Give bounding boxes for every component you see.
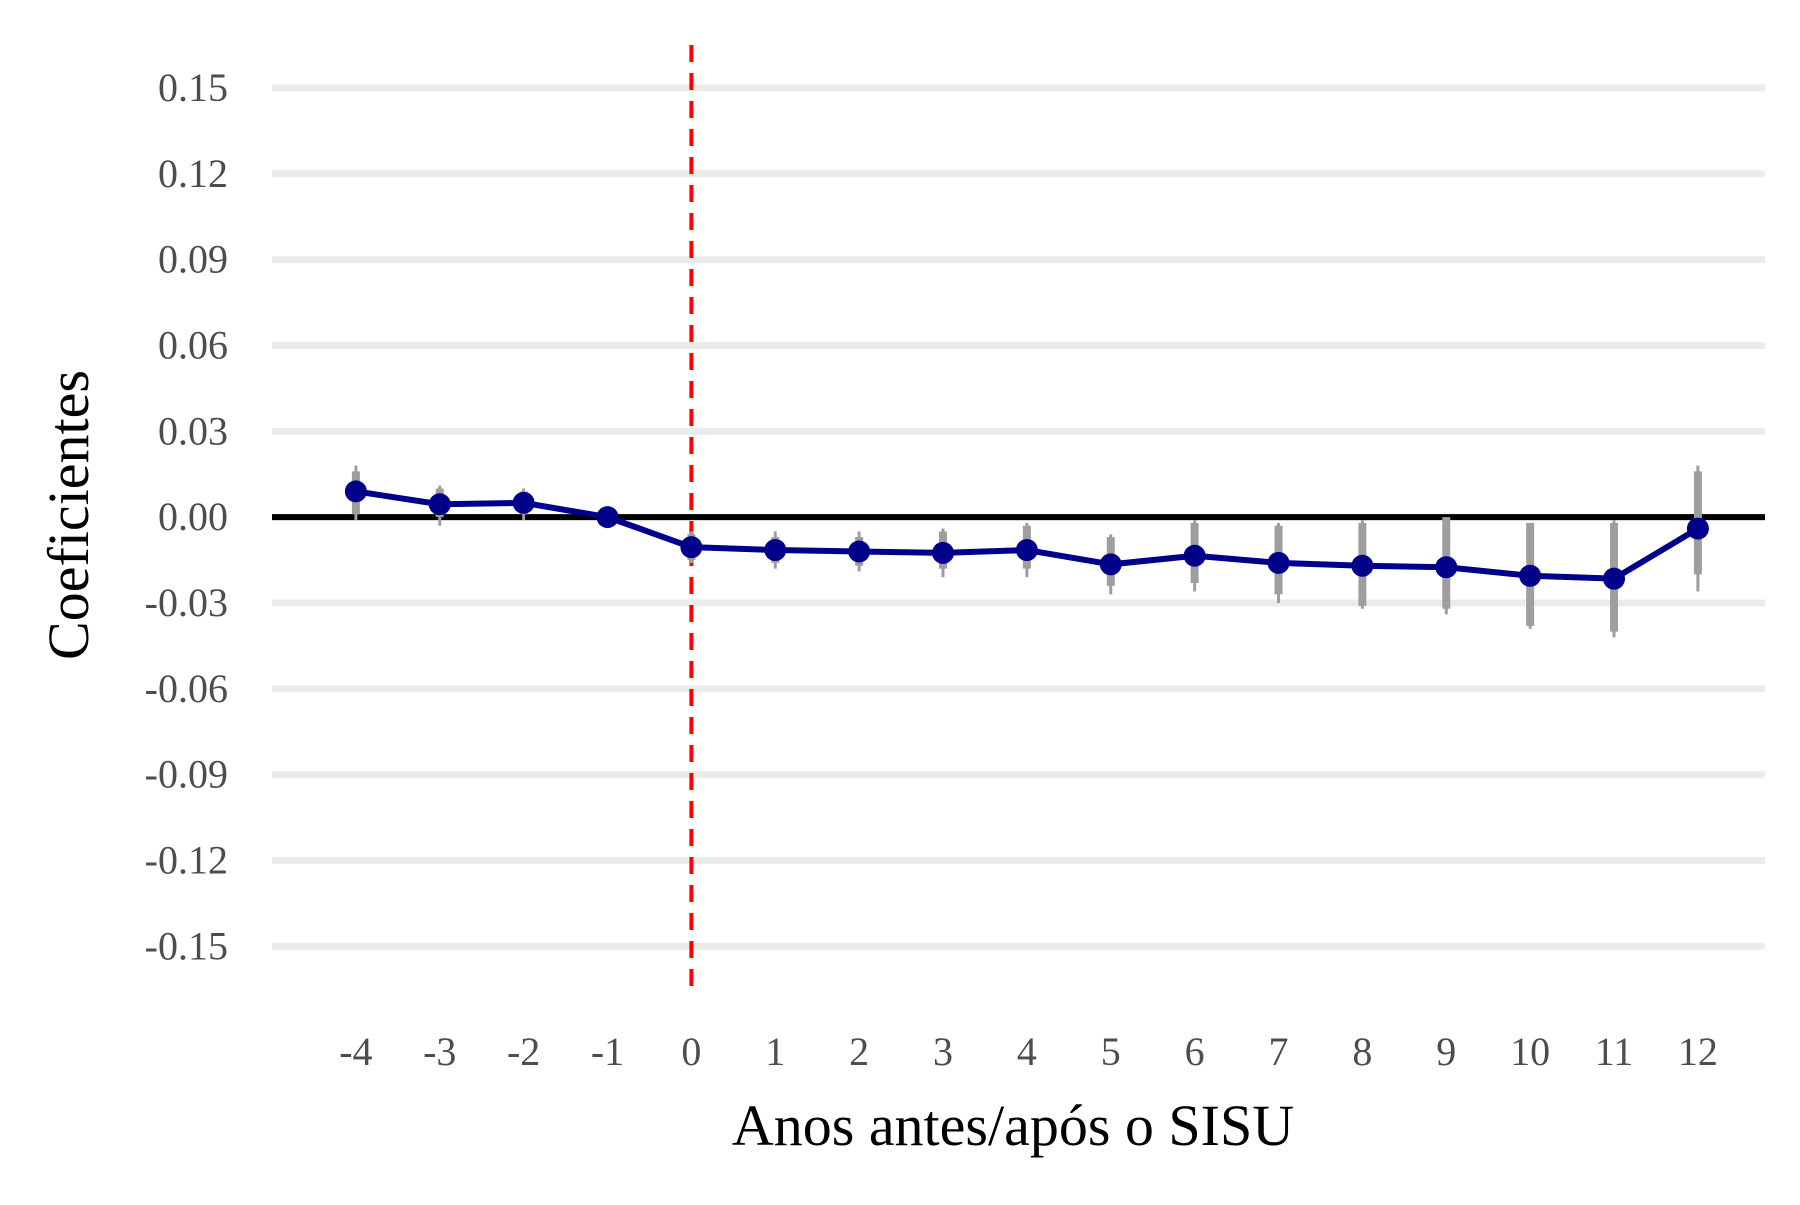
data-point <box>680 536 703 559</box>
y-tick-label: -0.12 <box>145 838 228 883</box>
y-axis-title: Coeficientes <box>36 370 101 660</box>
x-tick-label: -3 <box>423 1029 456 1074</box>
data-point <box>512 491 535 514</box>
x-tick-label: 1 <box>765 1029 785 1074</box>
y-axis-ticks: 0.15 0.12 0.09 0.06 0.03 0.00 -0.03 -0.06 -0.09 -… <box>145 65 228 968</box>
x-tick-label: 9 <box>1436 1029 1456 1074</box>
x-tick-label: -2 <box>507 1029 540 1074</box>
data-point <box>1183 544 1206 567</box>
x-tick-label: 7 <box>1269 1029 1289 1074</box>
y-tick-label: -0.09 <box>145 752 228 797</box>
data-point <box>764 539 787 562</box>
data-point <box>1686 517 1709 540</box>
x-tick-label: 0 <box>681 1029 701 1074</box>
y-tick-label: 0.00 <box>158 494 228 539</box>
x-tick-label: 5 <box>1101 1029 1121 1074</box>
data-point <box>1099 553 1122 576</box>
x-tick-label: 3 <box>933 1029 953 1074</box>
x-axis-title: Anos antes/após o SISU <box>732 1093 1294 1158</box>
reference-lines <box>272 45 1765 995</box>
y-tick-label: 0.06 <box>158 322 228 367</box>
x-tick-label: 12 <box>1678 1029 1718 1074</box>
x-tick-label: 4 <box>1017 1029 1037 1074</box>
x-tick-label: 8 <box>1352 1029 1372 1074</box>
data-point <box>932 541 955 564</box>
data-point <box>596 506 619 529</box>
data-point <box>1603 567 1626 590</box>
x-tick-label: -1 <box>591 1029 624 1074</box>
x-axis-ticks: -4 -3 -2 -1 0 1 2 3 4 5 6 7 8 9 10 11 12 <box>339 1029 1718 1074</box>
y-tick-label: 0.12 <box>158 151 228 196</box>
x-tick-label: 11 <box>1595 1029 1634 1074</box>
y-tick-label: 0.03 <box>158 408 228 453</box>
y-tick-label: 0.09 <box>158 237 228 282</box>
data-point <box>1435 556 1458 579</box>
y-tick-label: 0.15 <box>158 65 228 110</box>
x-tick-label: 6 <box>1185 1029 1205 1074</box>
data-point <box>1267 551 1290 574</box>
y-tick-label: -0.15 <box>145 923 228 968</box>
x-tick-label: 2 <box>849 1029 869 1074</box>
data-point <box>1351 554 1374 577</box>
data-point <box>1015 539 1038 562</box>
data-point <box>344 480 367 503</box>
x-tick-label: -4 <box>339 1029 372 1074</box>
data-point <box>428 493 451 516</box>
coefficient-series <box>344 480 1709 590</box>
y-tick-label: -0.06 <box>145 666 228 711</box>
x-tick-label: 10 <box>1510 1029 1550 1074</box>
data-point <box>848 540 871 563</box>
data-point <box>1519 564 1542 587</box>
y-tick-label: -0.03 <box>145 580 228 625</box>
